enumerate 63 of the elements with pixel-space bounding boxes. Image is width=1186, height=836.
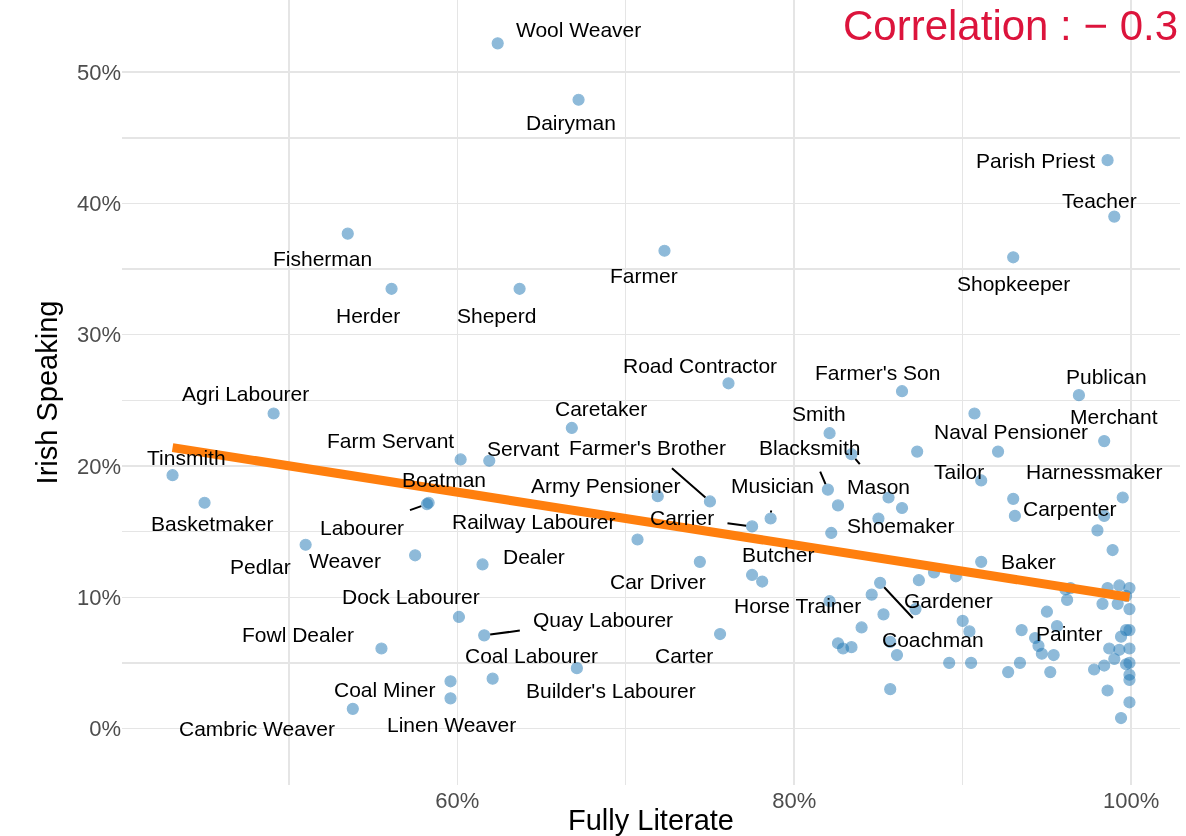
data-label: Butcher (742, 543, 815, 566)
data-label: Dealer (503, 545, 565, 568)
y-tick-label: 20% (76, 453, 121, 479)
data-label: Dock Labourer (342, 585, 480, 608)
data-label: Tinsmith (147, 446, 226, 469)
data-label: Cambric Weaver (179, 717, 335, 740)
data-label: Coachman (882, 628, 984, 651)
y-tick-label: 50% (76, 59, 121, 85)
data-label: Army Pensioner (531, 474, 681, 497)
data-label: Painter (1036, 622, 1103, 645)
data-label: Carpenter (1023, 497, 1117, 520)
data-label: Carrier (650, 506, 715, 529)
y-tick-label: 0% (89, 716, 121, 742)
data-label: Farmer (610, 264, 678, 287)
data-label: Labourer (320, 516, 405, 539)
data-label: Gardener (904, 589, 993, 612)
data-label: Boatman (402, 468, 487, 491)
data-label: Shoemaker (847, 514, 955, 537)
data-label: Mason (847, 475, 911, 498)
data-label: Tailor (934, 460, 985, 483)
data-label: Baker (1001, 550, 1056, 573)
x-tick-label: 100% (1103, 788, 1160, 813)
data-label: Coal Labourer (465, 644, 599, 667)
data-label: Musician (731, 474, 814, 497)
data-label: Pedlar (230, 555, 291, 578)
data-label: Servant (487, 437, 560, 460)
y-tick-label: 10% (76, 584, 121, 610)
data-label: Quay Labourer (533, 608, 674, 631)
data-label: Harnessmaker (1026, 460, 1163, 483)
x-tick-label: 80% (772, 788, 817, 813)
data-label: Publican (1066, 365, 1147, 388)
data-label: Shopkeeper (957, 272, 1071, 295)
data-label: Teacher (1062, 189, 1137, 212)
data-label: Caretaker (555, 397, 648, 420)
x-tick-label: 60% (435, 788, 480, 813)
data-label: Smith (792, 402, 846, 425)
data-label: Fowl Dealer (242, 623, 355, 646)
data-label: Sheperd (457, 304, 537, 327)
data-label: Dairyman (526, 111, 616, 134)
data-label: Linen Weaver (387, 713, 517, 736)
data-label: Blacksmith (759, 436, 861, 459)
data-label: Railway Labourer (452, 510, 616, 533)
data-label: Weaver (309, 549, 381, 572)
data-label: Fisherman (273, 247, 373, 270)
data-label: Parish Priest (976, 149, 1096, 172)
data-label: Coal Miner (334, 678, 436, 701)
data-label: Farmer's Son (815, 361, 941, 384)
data-label: Wool Weaver (516, 18, 642, 41)
annotation: Correlation : − 0.3 (843, 2, 1179, 49)
data-label: Car Driver (610, 570, 706, 593)
data-label: Agri Labourer (182, 382, 310, 405)
y-tick-label: 40% (76, 191, 121, 217)
data-label: Horse Trainer (734, 594, 862, 617)
y-tick-label: 30% (76, 322, 121, 348)
data-label: Carter (655, 644, 714, 667)
data-label: Farmer's Brother (569, 436, 726, 459)
data-label: Farm Servant (327, 429, 455, 452)
data-label: Road Contractor (623, 354, 778, 377)
data-label: Builder's Labourer (526, 679, 696, 702)
data-label: Herder (336, 304, 401, 327)
x-axis-title: Fully Literate (567, 804, 735, 836)
y-axis-title: Irish Speaking (31, 300, 64, 485)
data-label: Basketmaker (151, 512, 274, 535)
